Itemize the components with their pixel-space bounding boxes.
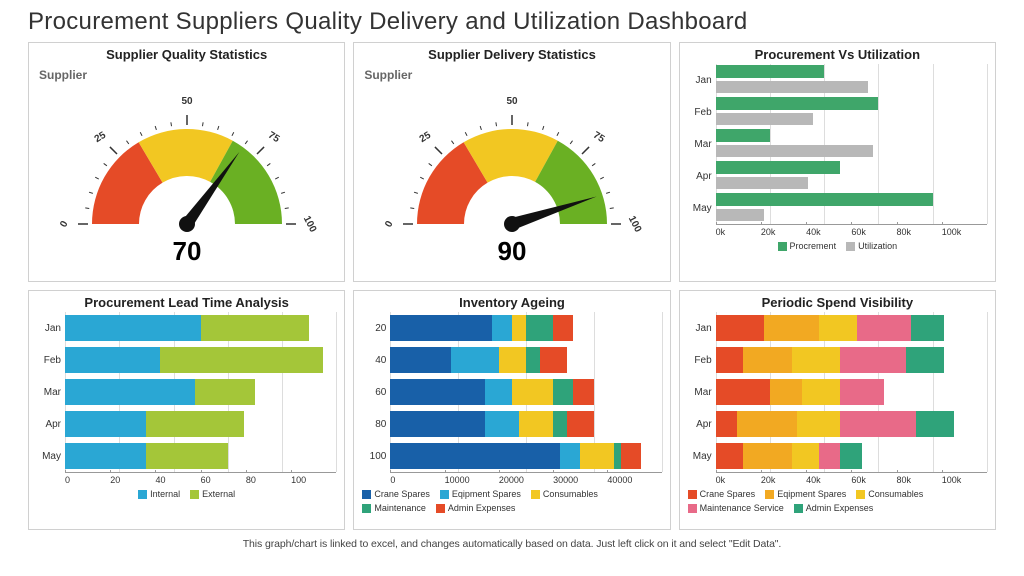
legend-item: Maintenance Service: [688, 503, 784, 513]
page-title: Procurement Suppliers Quality Delivery a…: [28, 8, 996, 36]
legend-item: Procrement: [778, 241, 837, 251]
legend-item: Utilization: [846, 241, 897, 251]
legend-item: Crane Spares: [362, 489, 430, 499]
x-axis: 010000200003000040000: [390, 472, 661, 485]
x-axis: 0k20k40k60k80k100k: [716, 472, 987, 485]
svg-text:70: 70: [172, 236, 201, 264]
lead-time-chart: JanFebMarAprMay: [37, 312, 336, 472]
svg-text:75: 75: [591, 130, 607, 145]
panel-gauge-quality: Supplier Quality Statistics Supplier 0 25…: [28, 42, 345, 282]
legend-item: Maintenance: [362, 503, 426, 513]
svg-text:0: 0: [58, 219, 71, 229]
svg-text:25: 25: [92, 130, 108, 145]
panel-title: Supplier Delivery Statistics: [362, 47, 661, 62]
panel-title: Periodic Spend Visibility: [688, 295, 987, 310]
legend-item: Consumables: [531, 489, 598, 499]
x-axis: 020406080100: [65, 472, 336, 485]
spend-chart: JanFebMarAprMay: [688, 312, 987, 472]
footer-note: This graph/chart is linked to excel, and…: [28, 538, 996, 550]
legend-item: Eqipment Spares: [440, 489, 521, 499]
svg-text:0: 0: [383, 219, 396, 229]
panel-lead-time: Procurement Lead Time Analysis JanFebMar…: [28, 290, 345, 530]
panel-title: Supplier Quality Statistics: [37, 47, 336, 62]
legend-item: Consumables: [856, 489, 923, 499]
gauge-delivery-chart: 0 25 50 75 100 90: [367, 64, 657, 264]
legend: Crane Spares Eqipment Spares Consumables Ma…: [688, 489, 987, 513]
dashboard-grid: Supplier Quality Statistics Supplier 0 25…: [28, 42, 996, 530]
panel-title: Procurement Lead Time Analysis: [37, 295, 336, 310]
panel-spend: Periodic Spend Visibility JanFebMarAprMa…: [679, 290, 996, 530]
proc-util-chart: JanFebMarAprMay: [688, 64, 987, 224]
panel-inventory: Inventory Ageing 20406080100 01000020000…: [353, 290, 670, 530]
legend-item: Crane Spares: [688, 489, 756, 499]
legend-item: Admin Expenses: [794, 503, 874, 513]
gauge-supplier-label: Supplier: [39, 68, 87, 82]
svg-text:50: 50: [181, 96, 193, 107]
panel-gauge-delivery: Supplier Delivery Statistics Supplier 0 2…: [353, 42, 670, 282]
gauge-quality-chart: 0 25 50 75 100 70: [42, 64, 332, 264]
legend-item: Internal: [138, 489, 180, 499]
svg-text:75: 75: [266, 130, 282, 145]
legend: Crane Spares Eqipment Spares Consumables Ma…: [362, 489, 661, 513]
svg-text:100: 100: [301, 214, 319, 234]
legend-item: External: [190, 489, 235, 499]
svg-text:100: 100: [626, 214, 644, 234]
panel-title: Procurement Vs Utilization: [688, 47, 987, 62]
inventory-chart: 20406080100: [362, 312, 661, 472]
panel-title: Inventory Ageing: [362, 295, 661, 310]
svg-text:90: 90: [498, 236, 527, 264]
legend: Procrement Utilization: [688, 241, 987, 251]
legend: Internal External: [37, 489, 336, 499]
legend-item: Admin Expenses: [436, 503, 516, 513]
svg-text:25: 25: [418, 130, 434, 145]
gauge-supplier-label: Supplier: [364, 68, 412, 82]
svg-text:50: 50: [506, 96, 518, 107]
x-axis: 0k20k40k60k80k100k: [716, 224, 987, 237]
legend-item: Eqipment Spares: [765, 489, 846, 499]
panel-proc-util: Procurement Vs Utilization JanFebMarAprM…: [679, 42, 996, 282]
